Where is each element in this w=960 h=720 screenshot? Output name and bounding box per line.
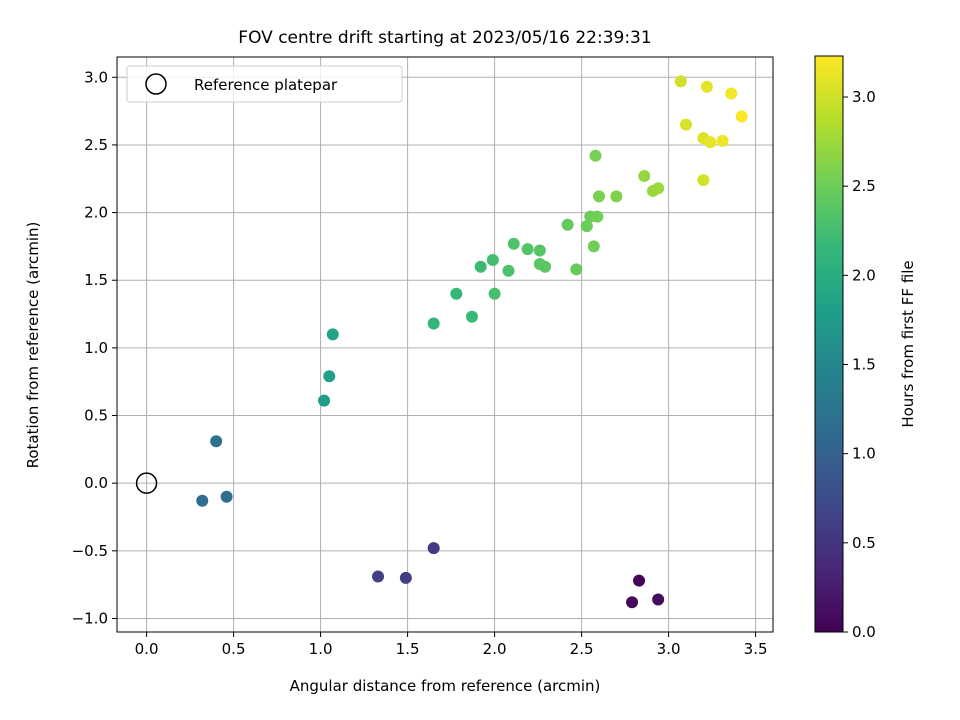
data-point (725, 87, 738, 100)
data-point (633, 574, 646, 587)
data-point (610, 190, 623, 203)
data-point (587, 240, 600, 253)
data-point (465, 310, 478, 323)
y-axis-label: Rotation from reference (arcmin) (24, 222, 42, 469)
grid-lines (117, 57, 773, 632)
x-tick-label: 1.5 (396, 640, 420, 658)
data-point (507, 237, 520, 250)
data-point (533, 244, 546, 257)
x-axis-ticks: 0.0 0.5 1.0 1.5 2.0 2.5 3.0 3.5 (135, 632, 768, 658)
x-tick-label: 1.0 (309, 640, 333, 658)
y-tick-label: 2.0 (84, 204, 108, 222)
data-point (638, 170, 651, 183)
y-tick-label: 3.0 (84, 68, 108, 86)
reference-platepar-marker (135, 472, 158, 494)
colorbar-tick-label: 1.0 (852, 445, 876, 463)
data-point (626, 596, 639, 609)
y-tick-label: −1.0 (72, 609, 108, 627)
colorbar-gradient (814, 55, 844, 633)
y-tick-label: 1.5 (84, 271, 108, 289)
plot-frame (116, 56, 774, 633)
colorbar-ticks: 0.0 0.5 1.0 1.5 2.0 2.5 3.0 (843, 88, 876, 641)
data-point (704, 136, 717, 149)
data-point (679, 118, 692, 131)
colorbar-tick-label: 1.5 (852, 356, 876, 374)
x-axis-label: Angular distance from reference (arcmin) (290, 677, 601, 695)
legend-box (126, 65, 403, 103)
data-point (674, 75, 687, 88)
data-point (539, 260, 552, 273)
data-point (592, 190, 605, 203)
colorbar: 0.0 0.5 1.0 1.5 2.0 2.5 3.0 Hours from first F… (814, 55, 917, 641)
data-point (580, 220, 593, 233)
data-point (716, 134, 729, 147)
y-tick-label: 0.0 (84, 474, 108, 492)
data-point (488, 287, 501, 300)
data-point (372, 570, 385, 583)
data-point (220, 490, 233, 503)
data-point (196, 494, 209, 507)
data-point (570, 263, 583, 276)
data-point (486, 253, 499, 266)
colorbar-tick-label: 2.0 (852, 266, 876, 284)
data-point (399, 571, 412, 584)
data-point (323, 370, 336, 383)
y-tick-label: 0.5 (84, 407, 108, 425)
data-point (652, 182, 665, 195)
x-tick-label: 2.0 (483, 640, 507, 658)
data-points (196, 75, 748, 609)
data-point (210, 435, 223, 448)
colorbar-tick-label: 3.0 (852, 88, 876, 106)
y-tick-label: 1.0 (84, 339, 108, 357)
x-tick-label: 0.5 (222, 640, 246, 658)
data-point (589, 149, 602, 162)
data-point (474, 260, 487, 273)
y-axis-ticks: −1.0 −0.5 0.0 0.5 1.0 1.5 2.0 2.5 3.0 (72, 68, 117, 627)
x-tick-label: 3.5 (744, 640, 768, 658)
x-tick-label: 3.0 (657, 640, 681, 658)
colorbar-label: Hours from first FF file (899, 260, 917, 427)
colorbar-tick-label: 2.5 (852, 177, 876, 195)
x-tick-label: 0.0 (135, 640, 159, 658)
y-tick-label: −0.5 (72, 542, 108, 560)
x-tick-label: 2.5 (570, 640, 594, 658)
data-point (326, 328, 339, 341)
data-point (318, 394, 331, 407)
chart-title: FOV centre drift starting at 2023/05/16 … (238, 28, 651, 48)
legend: Reference platepar (126, 65, 403, 103)
data-point (427, 542, 440, 555)
data-point (427, 317, 440, 330)
colorbar-tick-label: 0.5 (852, 534, 876, 552)
data-point (521, 243, 534, 256)
data-point (561, 218, 574, 231)
legend-entry-reference-platepar: Reference platepar (194, 76, 338, 94)
legend-reference-marker (145, 73, 167, 95)
data-point (652, 593, 665, 606)
data-point (700, 80, 713, 93)
data-point (591, 210, 604, 223)
data-point (697, 174, 710, 187)
data-point (735, 110, 748, 123)
y-tick-label: 2.5 (84, 136, 108, 154)
plot-area: 0.0 0.5 1.0 1.5 2.0 2.5 3.0 3.5 −1.0 −0.5 0.0 0.5 1… (72, 56, 774, 658)
colorbar-tick-label: 0.0 (852, 623, 876, 641)
data-point (502, 264, 515, 277)
data-point (450, 287, 463, 300)
